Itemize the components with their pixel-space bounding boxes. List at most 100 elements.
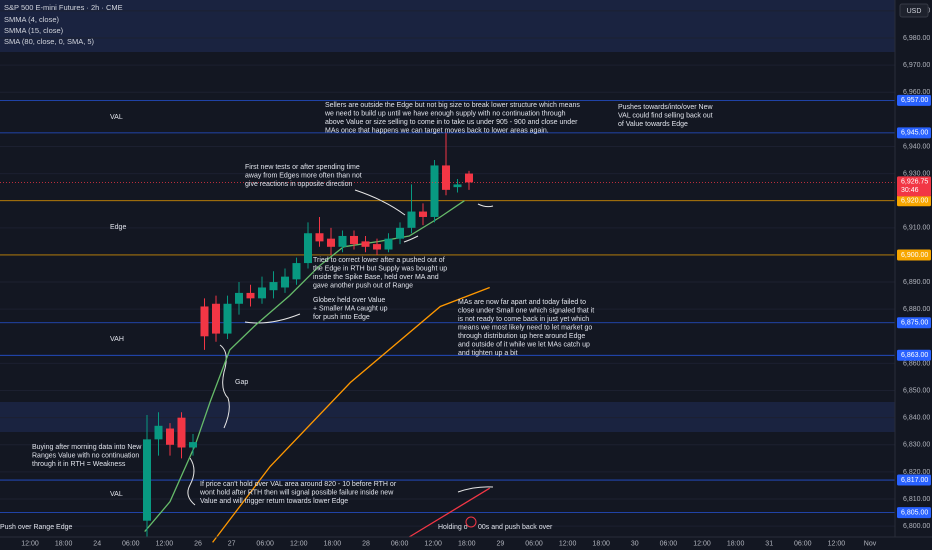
y-tick-label: 6,890.00 (903, 279, 930, 286)
drawing (457, 486, 494, 493)
x-tick-label: 18:00 (324, 540, 342, 547)
currency[interactable]: USD (907, 8, 922, 15)
level-label-box (897, 507, 931, 519)
candle-body (338, 235, 347, 247)
candle-body (292, 263, 301, 280)
annotation: away from Edges more often than not (245, 172, 362, 179)
annotation: VAL could find selling back out (618, 112, 713, 119)
annotation: and tighten up a bit (458, 350, 518, 357)
shaded-zone (0, 402, 895, 432)
y-tick-label: 6,910.00 (903, 225, 930, 232)
grid (0, 10, 895, 527)
annotation: through it in RTH = Weakness (32, 461, 126, 468)
candle-body (327, 238, 335, 247)
x-tick-label: 06:00 (794, 540, 812, 547)
annotation: Value and will trigger return towards lo… (200, 498, 348, 505)
legend-entry: SMA (80, close, 0, SMA, 5) (4, 37, 95, 46)
level-label: 6,817.00 (901, 477, 928, 484)
candle-body (154, 425, 163, 440)
y-tick-label: 6,940.00 (903, 143, 930, 150)
x-tick-label: 12:00 (156, 540, 174, 547)
annotation: Holding o (438, 524, 468, 531)
x-tick-label: 06:00 (256, 540, 274, 547)
annotation: gave another push out of Range (313, 282, 413, 289)
drawing (403, 235, 419, 243)
x-tick-label: Nov (864, 540, 877, 547)
level-label: 6,805.00 (901, 509, 928, 516)
legend-entry: SMMA (4, close) (4, 15, 60, 24)
x-tick-label: 18:00 (727, 540, 745, 547)
level-label-box (897, 317, 931, 329)
level-label: 6,957.00 (901, 97, 928, 104)
x-tick-label: 18:00 (592, 540, 610, 547)
annotation: Globex held over Value (313, 297, 385, 304)
y-tick-label: 6,850.00 (903, 387, 930, 394)
candle-body (269, 282, 278, 291)
candle-body (177, 417, 186, 448)
candle-body (200, 306, 209, 337)
x-tick-label: 06:00 (122, 540, 140, 547)
annotation: the Edge in RTH but Supply was bought up (313, 265, 447, 272)
y-tick-label: 6,820.00 (903, 469, 930, 476)
level-label: 6,945.00 (901, 130, 928, 137)
candle-body (315, 233, 324, 242)
x-tick-label: 18:00 (458, 540, 476, 547)
annotation: Sellers are outside the Edge but not big… (325, 102, 580, 109)
candle-body (442, 165, 450, 190)
annotation: Gap (235, 379, 248, 386)
drawing (187, 457, 196, 506)
y-tick-label: 6,810.00 (903, 496, 930, 503)
level-label: 6,875.00 (901, 320, 928, 327)
annotation: of Value towards Edge (618, 121, 688, 128)
x-tick-label: 06:00 (391, 540, 409, 547)
zone-label: VAL (110, 114, 123, 121)
shaded-zone (0, 0, 895, 52)
candle-body (189, 442, 197, 448)
marker (465, 516, 477, 528)
axes: 6,800.00 6,810.00 6,820.00 6,830.00 6,840.00… (21, 8, 931, 547)
x-tick-label: 18:00 (55, 540, 73, 547)
x-tick-label: 29 (497, 540, 505, 547)
annotation: Buying after morning data into New (32, 444, 142, 451)
annotation: First new tests or after spending time (245, 164, 360, 171)
candle-body (143, 439, 151, 521)
price-axis (895, 0, 932, 537)
annotation: MAs once that happens we can target move… (325, 127, 549, 134)
annotation: close under Small one which signaled tha… (458, 307, 594, 314)
annotation: Ranges Value with no continuation (32, 452, 139, 459)
level-label: 6,900.00 (901, 252, 928, 259)
candle-body (373, 244, 381, 250)
x-tick-label: 28 (362, 540, 370, 547)
candle-body (350, 235, 358, 245)
annotation: and outside of it while we let MAs catch… (458, 341, 590, 348)
x-tick-label: 12:00 (424, 540, 442, 547)
candle-body (419, 211, 427, 217)
plot (0, 132, 895, 543)
x-tick-label: 24 (93, 540, 101, 547)
zone-label: VAL (110, 491, 123, 498)
level-label-box (897, 94, 931, 106)
annotation: Pushes towards/into/over New (618, 104, 713, 111)
candle-body (361, 241, 370, 247)
candle-body (465, 173, 473, 183)
level-label-box (897, 249, 931, 261)
x-tick-label: 12:00 (828, 540, 846, 547)
x-tick-label: 06:00 (660, 540, 678, 547)
level-label: 6,920.00 (901, 198, 928, 205)
candle-body (166, 428, 174, 445)
drawing (219, 344, 230, 429)
level-label-box (897, 127, 931, 139)
candle-body (384, 238, 393, 250)
x-tick-label: 12:00 (559, 540, 577, 547)
countdown: 30:46 (901, 187, 919, 194)
y-tick-label: 6,860.00 (903, 360, 930, 367)
last-price-label: 6,926.75 (901, 179, 928, 186)
x-tick-label: 31 (765, 540, 773, 547)
y-tick-label: 6,800.00 (903, 523, 930, 530)
ma-line (212, 286, 490, 543)
x-tick-label: 06:00 (525, 540, 543, 547)
annotation: through distribution up here around Edge (458, 333, 585, 340)
y-tick-label: 6,840.00 (903, 415, 930, 422)
ma-line (408, 487, 491, 538)
